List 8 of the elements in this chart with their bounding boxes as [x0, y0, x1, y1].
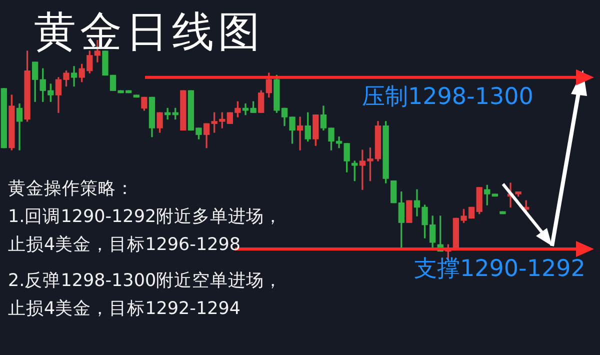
annotation: 黄金操作策略： [8, 178, 134, 200]
text: 止损4美金，目标1292-1294 [8, 298, 241, 320]
ref-line-label: 压制1298-1300 [362, 83, 534, 112]
text: 2.反弹1298-1300附近空单进场， [8, 270, 282, 292]
annotation: 止损4美金，目标1296-1298 [8, 234, 241, 256]
chart-title: 黄金日线图 [34, 9, 264, 58]
ref-line-label: 支撑1290-1292 [414, 255, 586, 284]
annotation: 1.回调1290-1292附近多单进场， [8, 206, 282, 228]
